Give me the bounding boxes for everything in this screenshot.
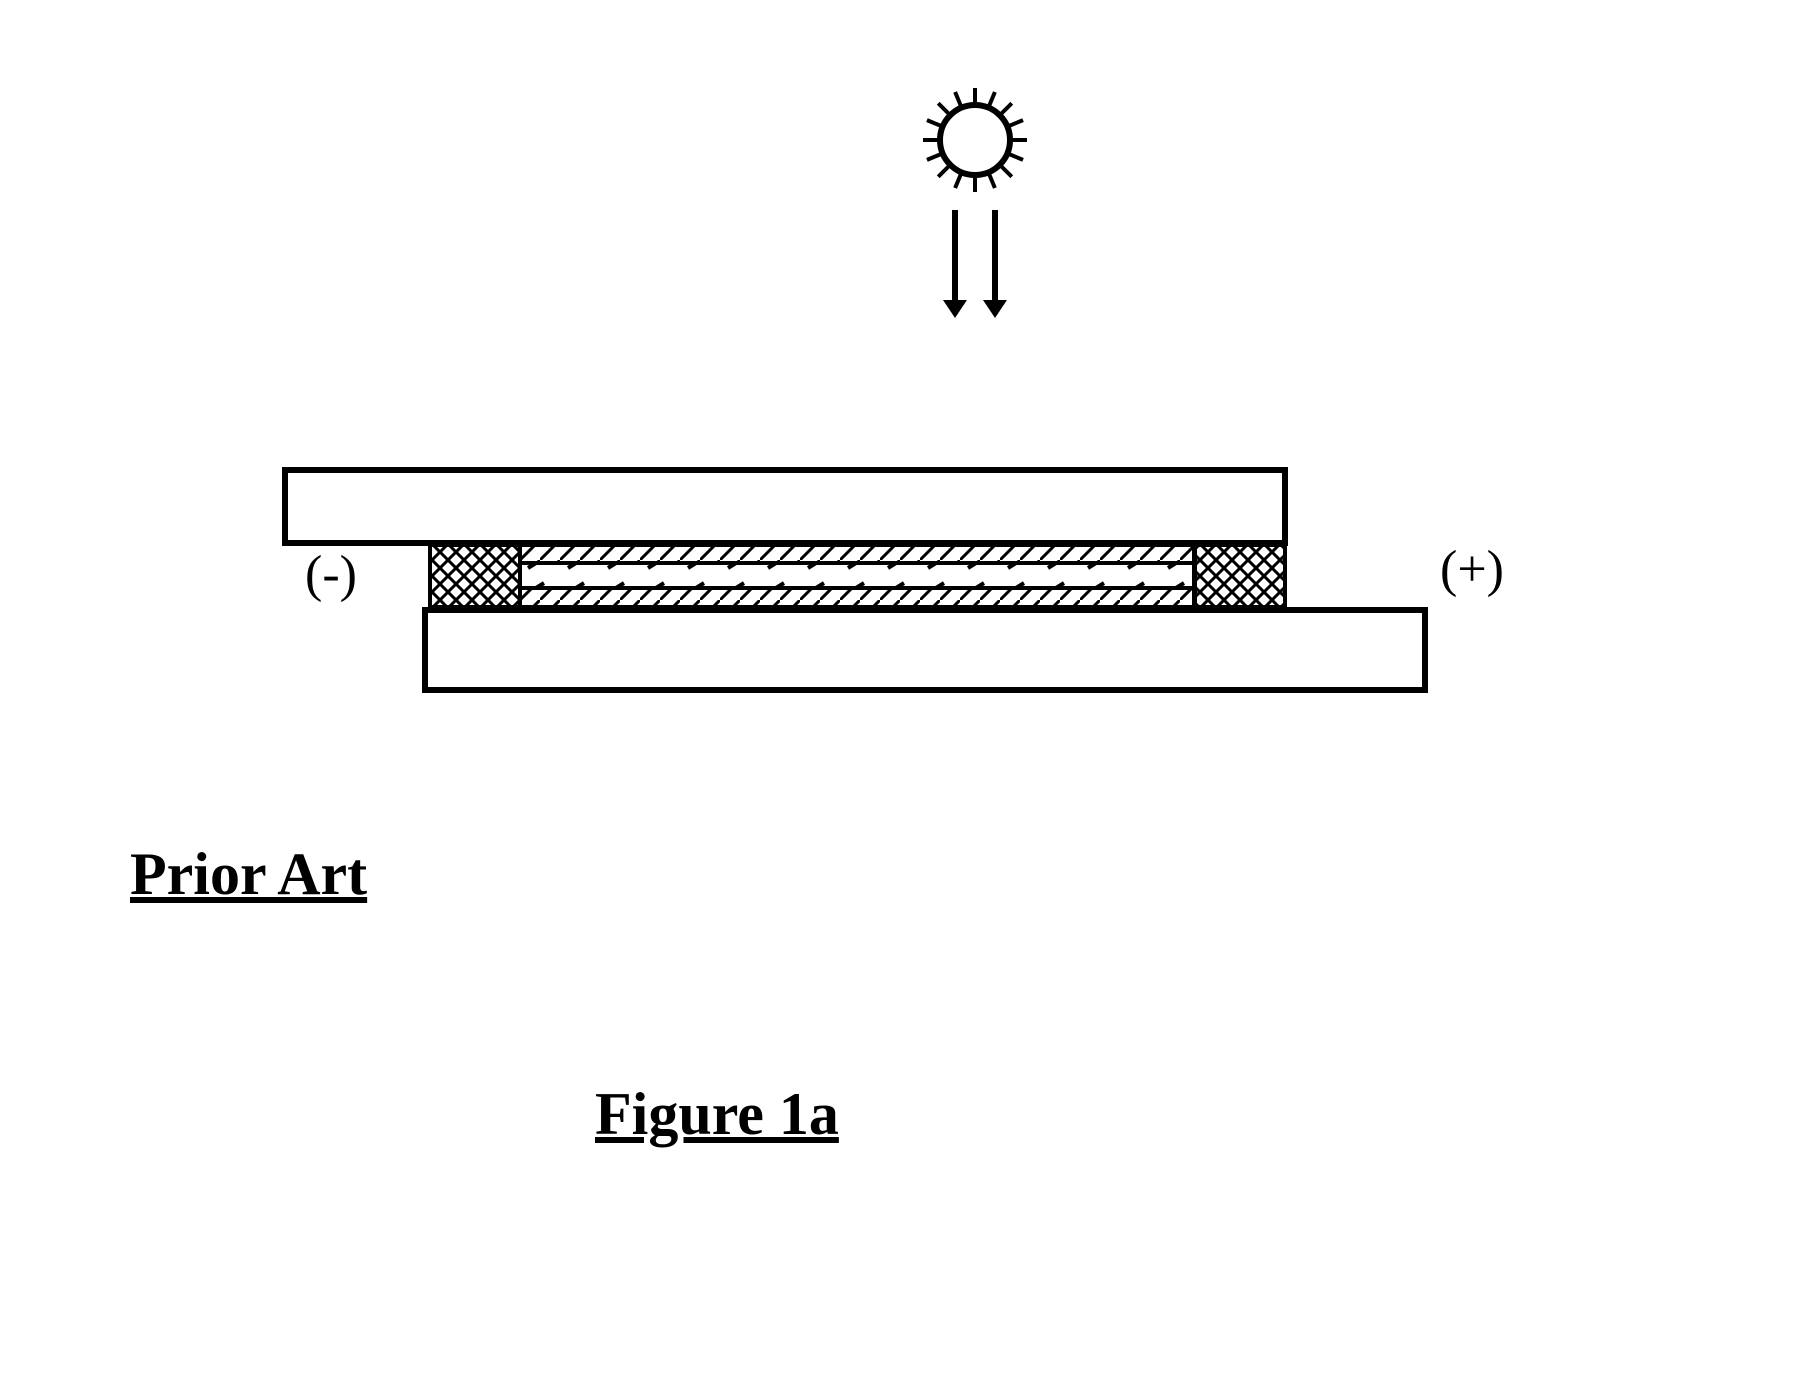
- crosshatch-left: [430, 545, 520, 607]
- top-plate: [285, 470, 1285, 543]
- negative-terminal-label: (-): [305, 545, 357, 604]
- positive-terminal-label: (+): [1440, 540, 1504, 599]
- crosshatch-right: [1195, 545, 1285, 607]
- light-arrows: [943, 210, 1007, 318]
- diagram-container: (-) (+) Prior Art Figure 1a: [0, 0, 1819, 1374]
- figure-caption: Figure 1a: [595, 1080, 839, 1149]
- diagram-svg: [0, 0, 1819, 1374]
- sun-icon: [923, 88, 1027, 192]
- bottom-plate: [425, 610, 1425, 690]
- prior-art-label: Prior Art: [130, 840, 367, 909]
- middle-layers: [520, 545, 1194, 607]
